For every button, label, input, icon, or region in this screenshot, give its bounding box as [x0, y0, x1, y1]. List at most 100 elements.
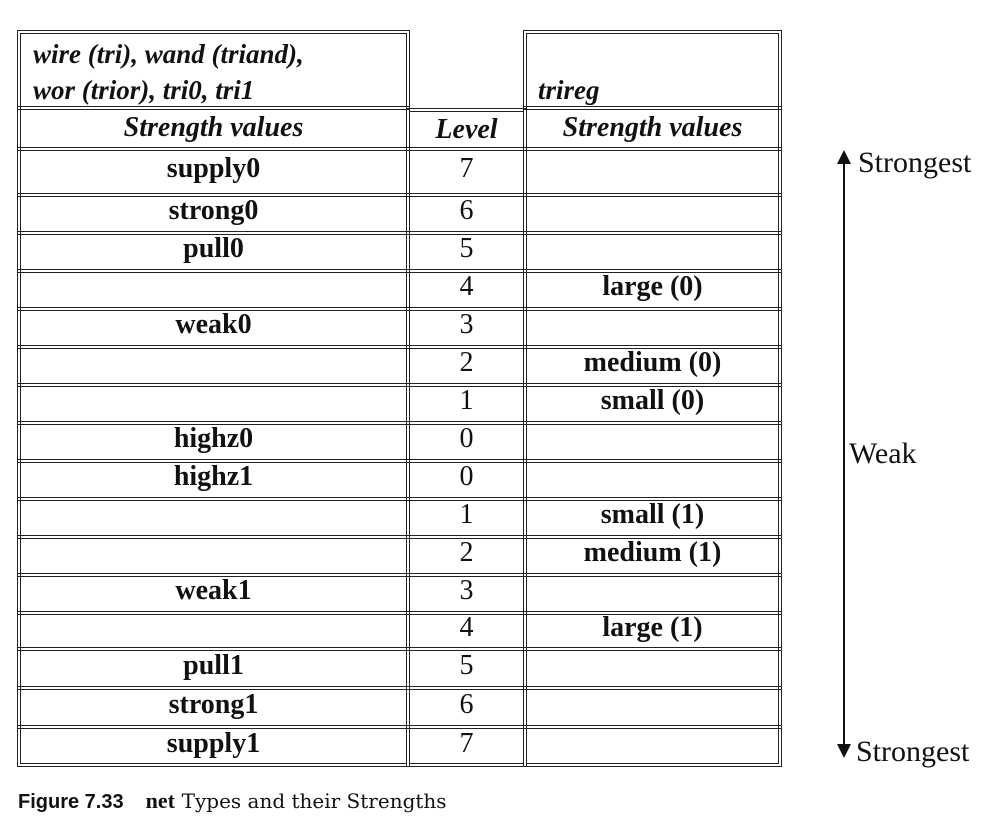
table-rule [523, 345, 782, 349]
table-rule [523, 147, 782, 151]
wire-strength-cell: pull0 [183, 233, 244, 264]
left-net-types-line2: wor (trior), tri0, tri1 [33, 75, 255, 105]
table-rule [523, 611, 782, 615]
level-cell: 1 [459, 385, 474, 416]
table-rule [17, 345, 410, 349]
arrow-down-icon [837, 744, 851, 758]
table-rule [523, 106, 782, 110]
table-rule [523, 725, 782, 729]
table-rule [17, 147, 410, 151]
level-cell: 3 [459, 575, 474, 606]
trireg-header: trireg [538, 75, 600, 105]
table-rule [17, 307, 410, 311]
level-cell: 0 [459, 423, 474, 454]
level-cell: 6 [459, 688, 474, 720]
right-table-frame [523, 30, 782, 767]
left-net-types-line1: wire (tri), wand (triand), [33, 39, 304, 69]
figure-number: Figure 7.33 [18, 791, 124, 813]
wire-strength-cell: strong0 [168, 195, 259, 226]
table-rule [406, 269, 527, 273]
level-cell: 5 [459, 649, 474, 681]
level-cell: 2 [459, 347, 474, 378]
table-rule [17, 269, 410, 273]
trireg-strength-cell: medium (0) [583, 347, 722, 378]
table-rule [406, 611, 527, 615]
left-strength-values-heading: Strength values [123, 112, 304, 143]
caption-text: Types and their Strengths [181, 789, 447, 813]
table-rule [523, 497, 782, 501]
level-cell: 2 [459, 537, 474, 568]
table-rule [406, 686, 527, 690]
level-cell: 4 [459, 271, 474, 302]
table-rule [17, 497, 410, 501]
level-cell: 3 [459, 309, 474, 340]
right-strength-values-heading: Strength values [562, 112, 743, 143]
level-cell: 0 [459, 461, 474, 492]
left-net-types-header: wire (tri), wand (triand), wor (trior), … [33, 36, 304, 108]
trireg-strength-cell: large (1) [602, 612, 703, 643]
table-rule [406, 459, 527, 463]
strongest-top-label: Strongest [858, 146, 972, 179]
table-rule [17, 535, 410, 539]
trireg-strength-cell: small (0) [600, 385, 705, 416]
level-cell: 1 [459, 499, 474, 530]
table-rule [17, 686, 410, 690]
table-rule [17, 383, 410, 387]
table-rule [17, 647, 410, 651]
table-rule [406, 497, 527, 501]
table-rule [406, 231, 527, 235]
table-rule [406, 647, 527, 651]
table-rule [523, 686, 782, 690]
table-rule [523, 193, 782, 197]
table-rule [523, 647, 782, 651]
wire-strength-cell: supply0 [166, 153, 261, 184]
wire-strength-cell: weak1 [175, 575, 252, 606]
table-rule [523, 307, 782, 311]
level-cell: 4 [459, 612, 474, 643]
table-rule [17, 193, 410, 197]
table-rule [17, 459, 410, 463]
trireg-strength-cell: medium (1) [583, 537, 722, 568]
table-rule [523, 459, 782, 463]
strongest-bottom-label: Strongest [856, 735, 970, 768]
table-rule [406, 193, 527, 197]
trireg-strength-cell: small (1) [600, 499, 705, 530]
weak-label: Weak [849, 437, 917, 470]
table-rule [406, 535, 527, 539]
trireg-strength-cell: large (0) [602, 271, 703, 302]
wire-strength-cell: strong1 [168, 688, 259, 720]
table-rule [17, 421, 410, 425]
table-rule [406, 725, 527, 729]
table-rule [523, 535, 782, 539]
caption-keyword: net [145, 788, 175, 813]
wire-strength-cell: highz0 [173, 423, 254, 454]
level-cell: 6 [459, 195, 474, 226]
table-rule [406, 345, 527, 349]
level-heading: Level [435, 114, 498, 145]
level-cell: 7 [459, 153, 474, 184]
strength-arrow-line [843, 162, 845, 748]
table-rule [17, 611, 410, 615]
wire-strength-cell: weak0 [175, 309, 252, 340]
table-rule [406, 147, 527, 151]
table-rule [523, 383, 782, 387]
table-rule [17, 231, 410, 235]
level-cell: 7 [459, 728, 474, 759]
level-cell: 5 [459, 233, 474, 264]
wire-strength-cell: supply1 [166, 728, 261, 759]
table-rule [17, 725, 410, 729]
table-rule [523, 573, 782, 577]
table-rule [17, 573, 410, 577]
table-rule [523, 269, 782, 273]
wire-strength-cell: highz1 [173, 461, 254, 492]
table-rule [406, 307, 527, 311]
table-rule [406, 573, 527, 577]
table-rule [406, 383, 527, 387]
table-rule [406, 421, 527, 425]
wire-strength-cell: pull1 [183, 649, 244, 681]
arrow-up-icon [837, 150, 851, 164]
table-rule [17, 106, 410, 110]
figure-caption: Figure 7.33 net Types and their Strengths [18, 788, 447, 814]
table-rule [523, 231, 782, 235]
table-rule [523, 421, 782, 425]
